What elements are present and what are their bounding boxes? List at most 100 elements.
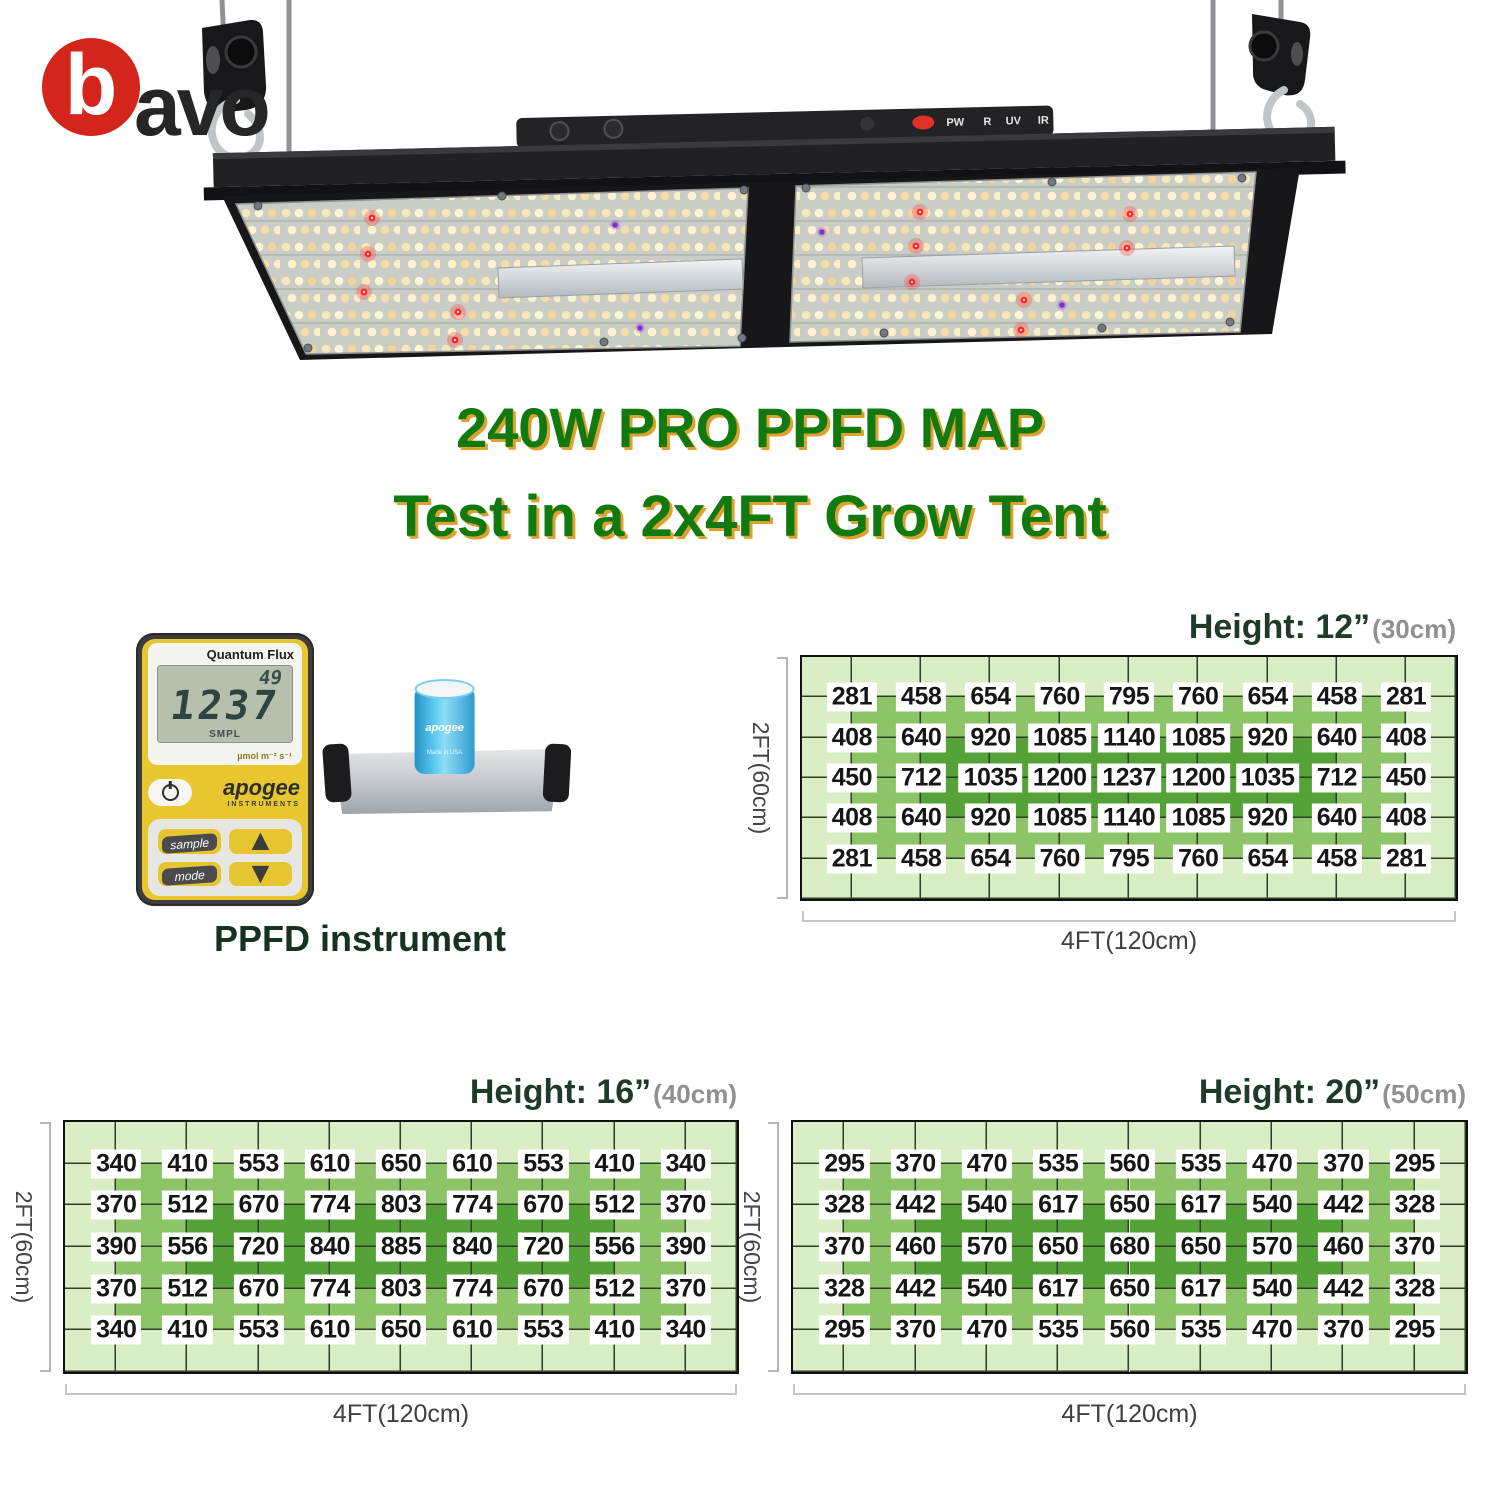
- ppfd-value: 670: [518, 1190, 569, 1220]
- ppfd-value: 654: [1242, 682, 1293, 712]
- ppfd-value: 920: [1242, 803, 1293, 833]
- ppfd-value: 340: [660, 1149, 711, 1179]
- ppfd-value: 370: [819, 1232, 870, 1262]
- ppfd-value: 795: [1103, 682, 1155, 712]
- ppfd-value: 760: [1173, 682, 1224, 712]
- ppfd-value: 553: [233, 1315, 284, 1345]
- down-arrow-icon: ▼: [245, 861, 276, 887]
- ppfd-value: 408: [1381, 723, 1432, 753]
- ppfd-value: 840: [304, 1232, 355, 1262]
- logo-letter-b: b: [64, 37, 118, 133]
- heatmap-grid: 281 458 654 760 795 760 654 458 281 408 640 920 1085…: [800, 655, 1458, 901]
- ppfd-value: 617: [1033, 1190, 1084, 1220]
- ppfd-value: 535: [1033, 1315, 1084, 1345]
- ppfd-value: 512: [589, 1274, 640, 1304]
- uv-led: [610, 220, 1067, 333]
- ppfd-value: 370: [91, 1274, 142, 1304]
- ppfd-value: 370: [660, 1274, 711, 1304]
- ppfd-value: 774: [447, 1190, 498, 1220]
- ppfd-value: 460: [1318, 1232, 1369, 1262]
- ppfd-value: 1140: [1097, 723, 1161, 753]
- chart-title-main: Height: 20”: [1198, 1073, 1381, 1111]
- ppfd-value: 370: [890, 1315, 941, 1345]
- ppfd-value: 370: [660, 1190, 711, 1220]
- ppfd-value: 774: [447, 1274, 498, 1304]
- ppfd-value: 1085: [1166, 723, 1231, 753]
- title-line-2: Test in a 2x4FT Grow Tent: [393, 484, 1107, 549]
- up-arrow-icon: ▲: [245, 829, 276, 854]
- ppfd-value: 442: [890, 1190, 941, 1220]
- up-arrow-button: ▲: [229, 829, 292, 854]
- ppfd-value: 370: [890, 1149, 941, 1179]
- instrument-caption: PPFD instrument: [213, 918, 507, 959]
- y-axis-bracket: [768, 1122, 779, 1372]
- ppfd-map-height-12: Height: 12”(30cm) 2FT(60cm) 281 458 654 760…: [748, 608, 1458, 955]
- meter-model-label: Quantum Flux: [206, 647, 294, 662]
- ppfd-value: 920: [965, 723, 1016, 753]
- ppfd-value: 458: [1311, 682, 1362, 712]
- y-axis-bracket: [777, 657, 788, 899]
- indicator-label-ir: IR: [1038, 115, 1049, 127]
- chart-title-sub: (40cm): [653, 1079, 737, 1109]
- ppfd-value: 650: [375, 1149, 427, 1179]
- ppfd-value: 650: [1104, 1190, 1155, 1220]
- ppfd-value: 281: [826, 844, 877, 874]
- ppfd-value: 512: [162, 1190, 213, 1220]
- lcd-unit-label: µmol m⁻² s⁻¹: [237, 751, 292, 761]
- main-title: 240W PRO PPFD MAP Test in a 2x4FT Grow T…: [0, 400, 1500, 546]
- ppfd-value: 795: [1103, 844, 1155, 874]
- ppfd-value: 470: [961, 1149, 1013, 1179]
- ppfd-value: 553: [518, 1149, 569, 1179]
- y-axis-label: 2FT(60cm): [739, 1190, 765, 1304]
- ppfd-value: 560: [1104, 1149, 1155, 1179]
- ppfd-value: 760: [1173, 844, 1224, 874]
- ppfd-value: 712: [896, 763, 947, 793]
- ppfd-value: 458: [896, 682, 947, 712]
- ppfd-value: 1085: [1027, 803, 1092, 833]
- lcd-main-reading: 1237: [167, 683, 283, 729]
- ppfd-value: 328: [1389, 1190, 1440, 1220]
- ppfd-value: 1085: [1027, 723, 1092, 753]
- ppfd-value: 803: [375, 1190, 427, 1220]
- ppfd-value: 450: [1381, 763, 1432, 793]
- ppfd-value: 650: [1175, 1232, 1226, 1262]
- ppfd-value: 617: [1175, 1274, 1226, 1304]
- ppfd-value: 650: [1033, 1232, 1084, 1262]
- heatmap-grid: 295 370 470 535 560 535 470 370 295 328 442 540 617 6…: [791, 1120, 1468, 1374]
- ppfd-value: 670: [518, 1274, 569, 1304]
- ppfd-value: 470: [1246, 1315, 1298, 1345]
- lcd-mode-label: SMPL: [209, 729, 241, 740]
- sample-button-label: sample: [161, 832, 218, 854]
- ppfd-value: 295: [1389, 1149, 1440, 1179]
- ppfd-value: 774: [304, 1274, 355, 1304]
- y-axis-label: 2FT(60cm): [748, 721, 774, 835]
- mode-button: mode: [158, 861, 221, 886]
- ppfd-value: 370: [91, 1190, 142, 1220]
- ppfd-value: 512: [162, 1274, 213, 1304]
- ppfd-value: 1035: [958, 763, 1023, 793]
- ppfd-value: 654: [965, 844, 1016, 874]
- ppfd-value: 281: [1381, 682, 1432, 712]
- ppfd-value: 408: [826, 723, 877, 753]
- ppfd-value: 570: [1246, 1232, 1298, 1262]
- indicator-label-r: R: [983, 116, 991, 128]
- ppfd-value: 458: [1311, 844, 1362, 874]
- x-axis-bracket: [802, 911, 1456, 922]
- ppfd-value: 442: [1318, 1190, 1369, 1220]
- ppfd-value: 840: [447, 1232, 498, 1262]
- led-panel: [222, 168, 1300, 360]
- down-arrow-button: ▼: [229, 861, 292, 887]
- ppfd-value: 470: [1246, 1149, 1298, 1179]
- ppfd-value: 470: [961, 1315, 1013, 1345]
- x-axis-label: 4FT(120cm): [332, 1400, 470, 1428]
- power-icon: [161, 783, 179, 801]
- brand-logo: b avo: [42, 38, 271, 148]
- ppfd-value: 328: [819, 1190, 870, 1220]
- chart-title-sub: (30cm): [1372, 614, 1456, 644]
- logo-circle: b: [42, 38, 140, 136]
- ppfd-value: 340: [91, 1149, 142, 1179]
- ppfd-value: 1237: [1097, 763, 1161, 793]
- y-axis-label: 2FT(60cm): [11, 1190, 37, 1304]
- ppfd-value: 328: [819, 1274, 870, 1304]
- red-led-cluster: [356, 204, 1138, 348]
